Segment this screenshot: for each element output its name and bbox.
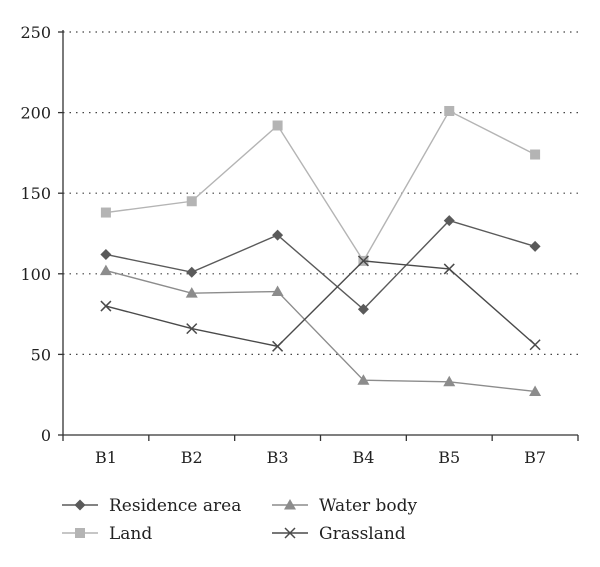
legend-label: Water body: [319, 496, 418, 516]
y-axis-ticks: 0 50 100 150 200 250: [20, 23, 63, 445]
x-tick-label: B4: [352, 448, 374, 467]
data-point-grassland: [443, 263, 455, 275]
y-tick-label: 0: [41, 426, 51, 445]
y-tick-label: 200: [20, 104, 51, 123]
data-point-water-body: [529, 385, 542, 396]
legend-item-residence-area: Residence area: [62, 496, 241, 516]
data-point-grassland: [186, 323, 198, 335]
x-axis-ticks: B1 B2 B3 B4 B5 B7: [62, 435, 579, 467]
data-point-grassland: [100, 300, 112, 312]
data-point-water-body: [357, 374, 370, 385]
y-tick-label: 250: [20, 23, 51, 42]
data-point-water-body: [271, 285, 284, 297]
legend: Residence area Land Water body Grassland: [62, 496, 418, 544]
data-point-water-body: [99, 264, 112, 276]
x-tick-label: B2: [181, 448, 203, 467]
series-line-land: [105, 110, 536, 263]
series-grassland: [100, 255, 541, 352]
x-tick-label: B3: [267, 448, 289, 467]
data-point-land: [186, 196, 197, 207]
data-point-water-body: [443, 375, 456, 387]
axes: [62, 30, 578, 436]
data-point-residence-area: [443, 215, 455, 227]
data-point-residence-area: [272, 229, 284, 241]
legend-item-water-body: Water body: [272, 496, 418, 516]
data-point-water-body: [185, 287, 198, 298]
legend-label: Residence area: [109, 496, 241, 516]
legend-marker: [284, 499, 296, 510]
legend-label: Land: [109, 524, 152, 544]
series-group: [99, 105, 542, 396]
data-point-residence-area: [186, 266, 198, 278]
data-point-land: [100, 207, 111, 218]
y-tick-label: 150: [20, 184, 51, 203]
grid-lines: [63, 31, 578, 355]
y-tick-label: 100: [20, 265, 51, 284]
data-point-land: [444, 105, 455, 116]
data-point-residence-area: [529, 240, 541, 252]
legend-label: Grassland: [319, 524, 406, 544]
series-line-grassland: [105, 260, 536, 348]
series-land: [100, 105, 541, 266]
series-line-water-body: [105, 269, 536, 393]
x-tick-label: B5: [438, 448, 460, 467]
legend-item-land: Land: [62, 524, 152, 544]
data-point-land: [272, 120, 283, 131]
series-water-body: [99, 264, 542, 396]
data-point-grassland: [357, 255, 369, 267]
data-point-land: [530, 149, 541, 160]
series-residence-area: [100, 215, 541, 315]
series-line-residence-area: [105, 219, 536, 311]
legend-marker: [75, 528, 85, 538]
x-tick-label: B7: [524, 448, 546, 467]
legend-marker: [74, 499, 86, 511]
legend-item-grassland: Grassland: [272, 524, 406, 544]
data-point-grassland: [272, 340, 284, 352]
data-point-residence-area: [100, 248, 112, 260]
data-point-residence-area: [357, 303, 369, 315]
data-point-grassland: [529, 339, 541, 351]
x-tick-label: B1: [95, 448, 117, 467]
legend-marker: [284, 527, 296, 539]
y-tick-label: 50: [31, 345, 51, 364]
